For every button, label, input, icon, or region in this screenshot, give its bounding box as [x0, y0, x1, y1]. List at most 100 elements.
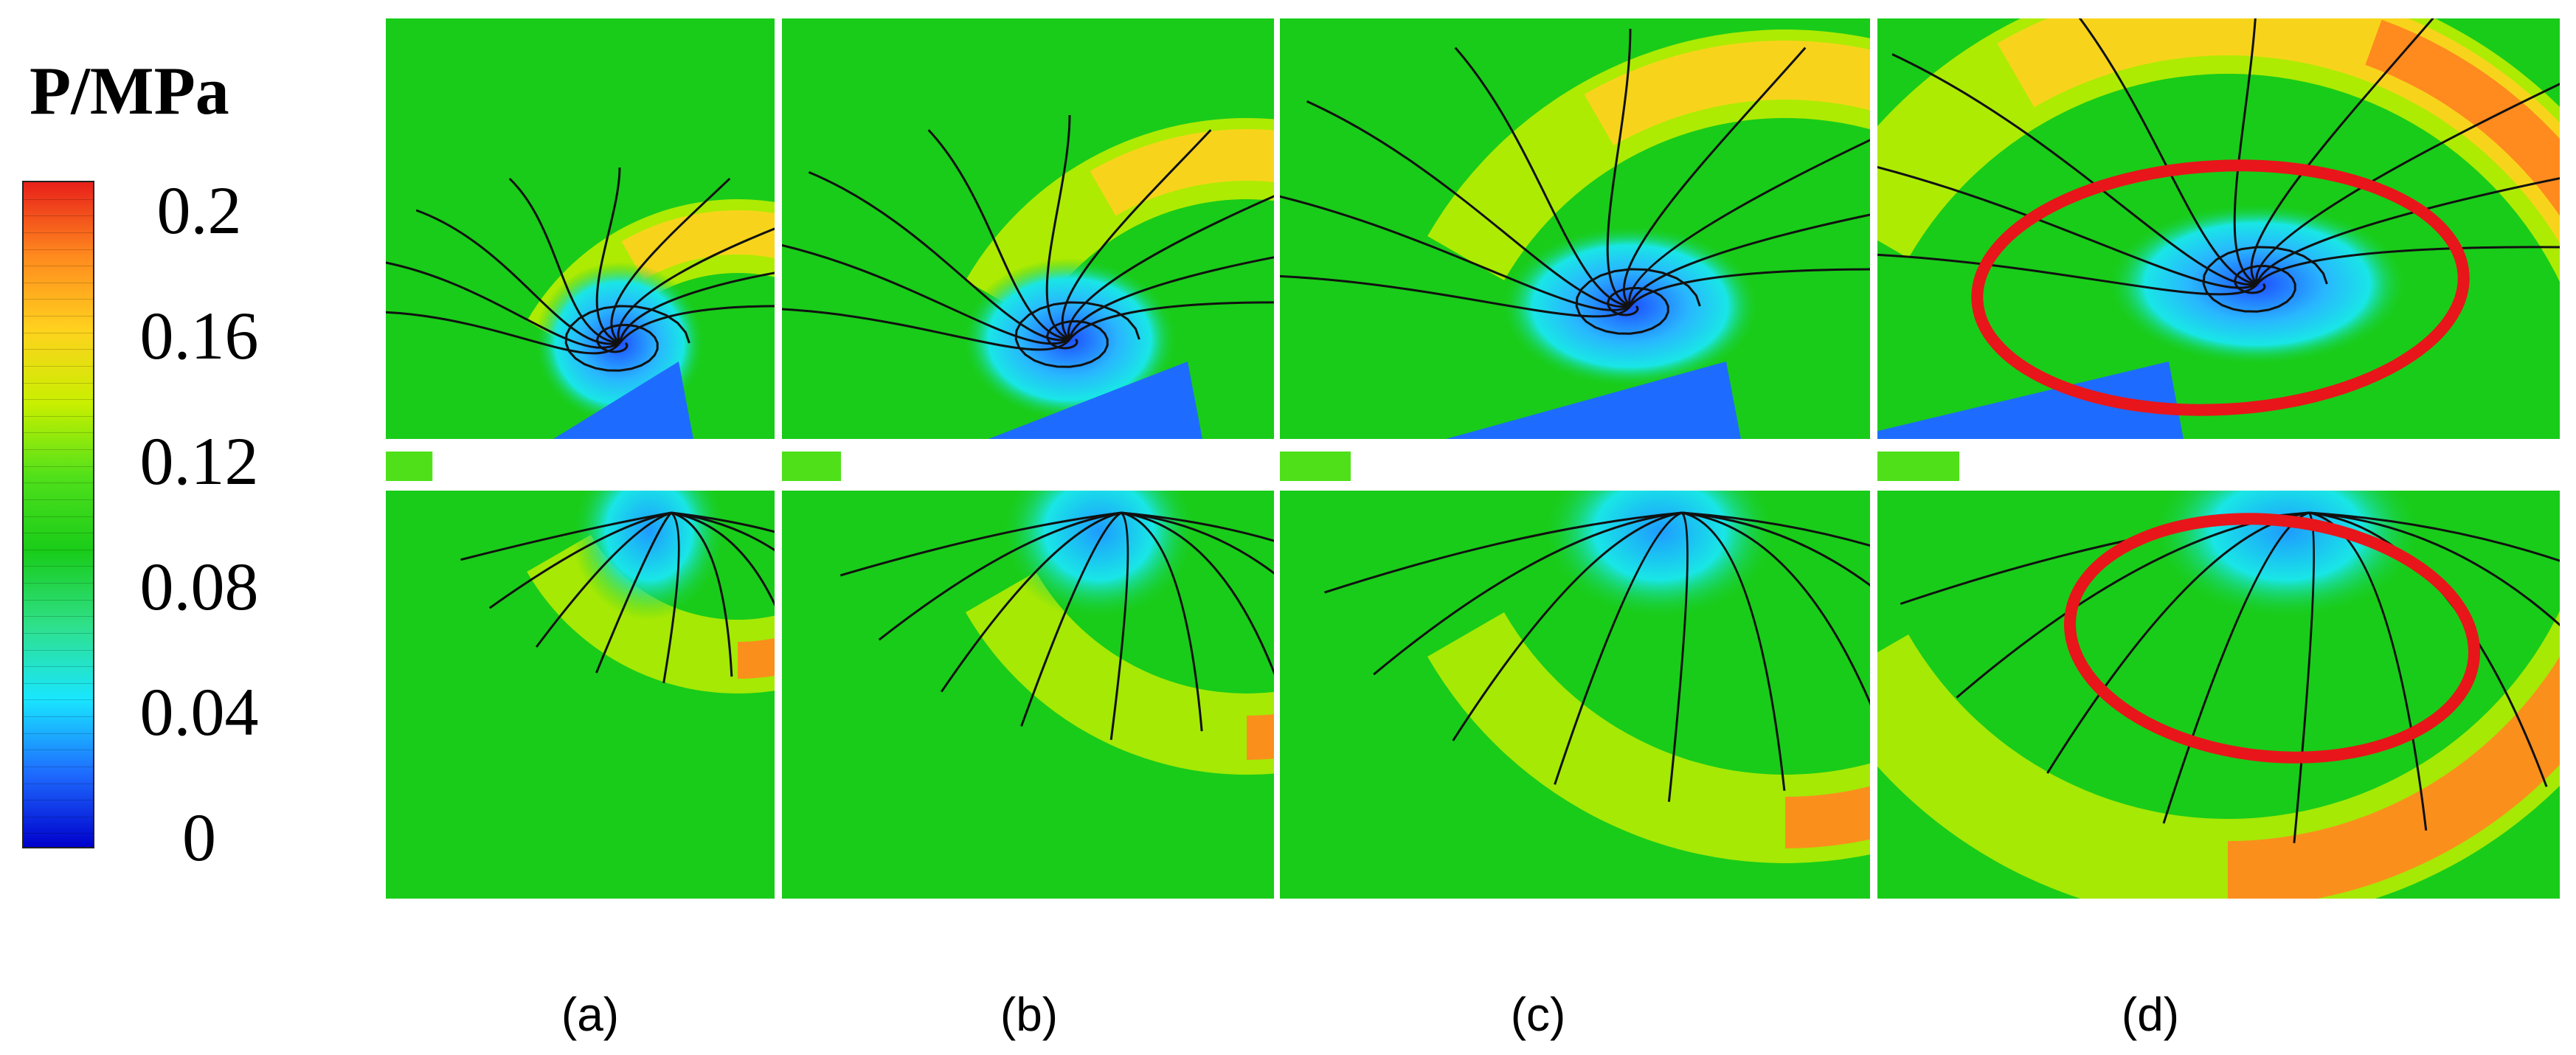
streamline-lower: [1681, 511, 1870, 547]
panel-label-a: (a): [561, 988, 620, 1041]
lower-pressure-wave-inner: [1247, 714, 1274, 760]
streamline-upper: [782, 243, 1070, 345]
panel-label-b: (b): [1000, 988, 1059, 1041]
colorbar-band-line: [24, 299, 93, 300]
streamlines: [1280, 28, 1870, 802]
colorbar-title: P/MPa: [30, 53, 229, 128]
colorbar-band-line: [24, 682, 93, 684]
streamline-upper: [1877, 253, 2259, 296]
streamline-lower: [1121, 511, 1274, 676]
streamline-upper: [1628, 139, 1870, 307]
colorbar-tick-0-2: 0.2: [156, 173, 242, 248]
streamline-upper: [2078, 18, 2258, 286]
colorbar-tick-0-16: 0.16: [139, 298, 259, 373]
panel-label-d: (d): [2121, 988, 2180, 1041]
lower-pressure-wave-inner: [738, 638, 775, 679]
streamline-lower: [488, 511, 672, 609]
streamline-lower: [1681, 511, 1870, 706]
streamline-upper: [1280, 274, 1632, 318]
streamline-upper: [1891, 53, 2258, 286]
panel-divider: [1871, 18, 1877, 900]
colorbar-band-line: [24, 215, 93, 217]
streamline-upper: [782, 308, 1071, 351]
streamline-lower: [1452, 511, 1683, 741]
colorbar-band-line: [24, 449, 93, 450]
streamline-lower: [1109, 511, 1129, 741]
streamline-lower: [1667, 511, 1689, 802]
plate-left-strip: [386, 452, 433, 481]
colorbar-band-line: [24, 699, 93, 701]
streamline-upper: [1606, 28, 1632, 308]
streamline-lower: [2308, 511, 2560, 627]
colorbar-band-line: [24, 415, 93, 417]
lower-pressure-wave-outer: [1427, 612, 1870, 863]
streamline-lower: [1324, 511, 1683, 594]
colorbar-band-line: [24, 349, 93, 350]
streamline-lower: [1373, 511, 1683, 676]
streamline-lower: [1681, 511, 1870, 587]
streamline-lower: [2308, 511, 2428, 831]
plate-low-pressure-wedge: [553, 362, 693, 439]
streamline-lower: [671, 511, 775, 533]
streamline-upper: [1306, 100, 1631, 308]
colorbar-band-line: [24, 499, 93, 500]
streamline-upper: [1068, 301, 1274, 340]
colorbar-band-line: [24, 466, 93, 467]
colorbar-band-line: [24, 516, 93, 517]
colorbar-band-line: [24, 365, 93, 367]
pressure-wave-mid: [1584, 41, 1870, 146]
streamline-lower: [1121, 511, 1274, 575]
colorbar-band-line: [24, 432, 93, 434]
streamline-lower: [2308, 511, 2560, 562]
streamline-upper: [1629, 213, 1870, 307]
streamline-lower: [535, 511, 672, 648]
streamline-upper: [386, 311, 621, 355]
colorbar-band-line: [24, 599, 93, 601]
lower-pressure-wave-inner: [2228, 656, 2560, 899]
panel-a: [386, 18, 775, 899]
colorbar-tick-0-04: 0.04: [139, 674, 259, 750]
streamline-upper: [1877, 165, 2258, 289]
pressure-wave-mid: [621, 210, 775, 280]
streamline-lower: [839, 511, 1122, 577]
panel-c: [1280, 18, 1870, 899]
colorbar-tick-0-08: 0.08: [139, 549, 259, 624]
streamline-lower: [940, 511, 1122, 693]
streamline-lower: [671, 511, 733, 677]
plate-low-pressure-wedge: [1446, 362, 1741, 439]
colorbar-band-line: [24, 249, 93, 250]
vortex-spiral: [1575, 268, 1701, 335]
colorbar-band-line: [24, 382, 93, 384]
colorbar-tick-0-12: 0.12: [139, 423, 259, 499]
colorbar-band-line: [24, 733, 93, 734]
highlight-ellipse-lower: [2063, 513, 2481, 764]
streamline-lower: [1020, 511, 1122, 727]
plate-gap: [386, 439, 775, 491]
plate-gap: [1877, 439, 2560, 491]
vortex-spiral: [564, 305, 690, 372]
streamline-lower: [460, 511, 672, 561]
colorbar-band-line: [24, 833, 93, 834]
plate-left-strip: [1280, 452, 1351, 481]
streamline-upper: [1280, 195, 1631, 311]
colorbar-band-line: [24, 716, 93, 717]
streamlines: [386, 167, 775, 684]
streamline-upper: [2256, 177, 2560, 285]
colorbar-band-line: [24, 198, 93, 200]
streamline-lower: [595, 511, 673, 674]
streamline-upper: [1454, 46, 1631, 308]
plate-gap: [782, 439, 1274, 491]
streamline-lower: [878, 511, 1122, 641]
plate-low-pressure-wedge: [1877, 362, 2184, 439]
colorbar-band-line: [24, 632, 93, 634]
panel-divider: [775, 18, 781, 900]
vortex-spiral: [1014, 301, 1140, 368]
vortex-spiral: [2202, 246, 2328, 313]
colorbar-band-line: [24, 566, 93, 567]
streamline-lower: [671, 511, 775, 607]
panel-divider: [1274, 18, 1280, 900]
streamline-lower: [1554, 511, 1683, 785]
streamline-upper: [618, 305, 775, 344]
